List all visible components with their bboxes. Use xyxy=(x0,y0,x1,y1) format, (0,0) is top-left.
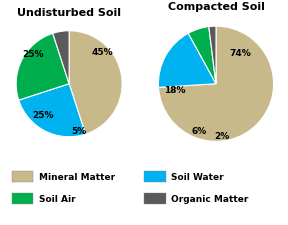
Text: Mineral Matter: Mineral Matter xyxy=(39,172,115,181)
Text: 25%: 25% xyxy=(22,49,44,58)
Wedge shape xyxy=(209,27,216,84)
Text: 6%: 6% xyxy=(191,127,206,136)
Title: Undisturbed Soil: Undisturbed Soil xyxy=(17,8,121,18)
Wedge shape xyxy=(158,27,274,142)
Text: 18%: 18% xyxy=(164,86,185,94)
Text: 5%: 5% xyxy=(71,126,86,135)
Text: 2%: 2% xyxy=(214,131,229,140)
Text: Organic Matter: Organic Matter xyxy=(171,194,249,203)
Wedge shape xyxy=(19,84,86,137)
Text: Soil Air: Soil Air xyxy=(39,194,75,203)
Text: 25%: 25% xyxy=(32,110,53,119)
Title: Compacted Soil: Compacted Soil xyxy=(168,2,264,12)
Wedge shape xyxy=(16,34,69,101)
Text: Soil Water: Soil Water xyxy=(171,172,224,181)
Wedge shape xyxy=(188,27,216,84)
Text: 74%: 74% xyxy=(229,48,251,57)
Wedge shape xyxy=(158,34,216,88)
Text: 45%: 45% xyxy=(91,48,113,57)
Wedge shape xyxy=(69,32,122,135)
Wedge shape xyxy=(53,32,69,84)
